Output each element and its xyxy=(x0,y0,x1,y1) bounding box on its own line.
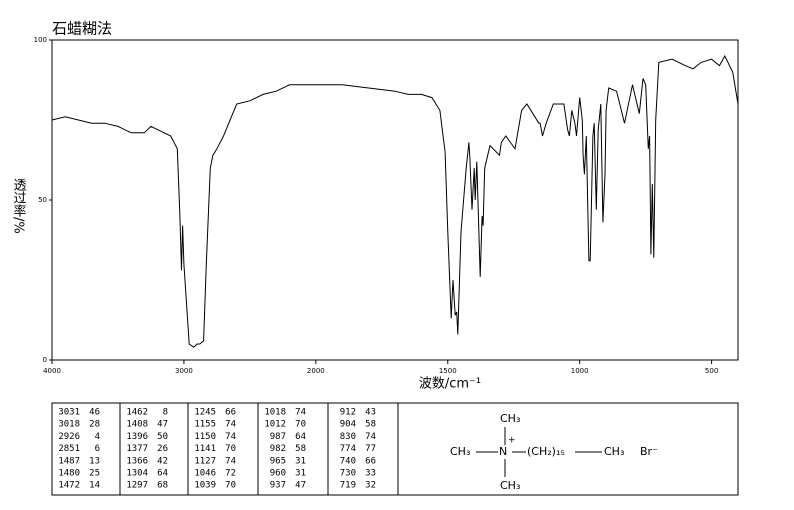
peak-wavenumber: 830 xyxy=(340,432,356,442)
peak-wavenumber: 1018 xyxy=(264,408,286,418)
peak-transmittance: 28 xyxy=(89,420,100,430)
x-tick-label: 3000 xyxy=(175,367,193,375)
plot-frame xyxy=(51,39,739,361)
peak-transmittance: 64 xyxy=(157,469,168,479)
peak-transmittance: 46 xyxy=(89,408,100,418)
y-tick-label: 100 xyxy=(34,36,47,44)
peak-transmittance: 70 xyxy=(225,481,236,491)
peak-transmittance: 66 xyxy=(225,408,236,418)
peak-wavenumber: 1304 xyxy=(126,469,148,479)
peak-wavenumber: 1487 xyxy=(58,456,80,466)
peak-transmittance: 72 xyxy=(225,469,236,479)
group: CH₃ xyxy=(500,412,520,425)
peak-transmittance: 70 xyxy=(225,444,236,454)
peak-wavenumber: 2926 xyxy=(58,432,80,442)
peak-wavenumber: 1462 xyxy=(126,408,148,418)
peak-wavenumber: 904 xyxy=(340,420,356,430)
peak-wavenumber: 1155 xyxy=(194,420,216,430)
group: CH₃ xyxy=(500,479,520,492)
peak-transmittance: 77 xyxy=(365,444,376,454)
peak-wavenumber: 1408 xyxy=(126,420,148,430)
peak-wavenumber: 2851 xyxy=(58,444,80,454)
peak-wavenumber: 1245 xyxy=(194,408,216,418)
peak-wavenumber: 1396 xyxy=(126,432,148,442)
group: CH₃ xyxy=(604,445,624,458)
charge: + xyxy=(508,436,516,446)
peak-wavenumber: 912 xyxy=(340,408,356,418)
peak-wavenumber: 1377 xyxy=(126,444,148,454)
peak-transmittance: 58 xyxy=(365,420,376,430)
peak-transmittance: 47 xyxy=(295,481,306,491)
peak-wavenumber: 719 xyxy=(340,481,356,491)
peak-transmittance: 8 xyxy=(163,408,168,418)
peak-transmittance: 4 xyxy=(95,432,100,442)
peak-transmittance: 58 xyxy=(295,444,306,454)
peak-wavenumber: 1297 xyxy=(126,481,148,491)
peak-transmittance: 25 xyxy=(89,469,100,479)
peak-transmittance: 74 xyxy=(295,408,306,418)
y-axis-label: 透过率/% xyxy=(11,178,27,234)
peak-wavenumber: 740 xyxy=(340,456,356,466)
peak-wavenumber: 1480 xyxy=(58,469,80,479)
table-dividers xyxy=(119,403,399,495)
atom: N xyxy=(499,445,507,458)
x-tick-label: 1000 xyxy=(571,367,589,375)
chart-title: 石蜡糊法 xyxy=(52,20,112,38)
peak-wavenumber: 1127 xyxy=(194,456,216,466)
x-tick-label: 500 xyxy=(705,367,718,375)
peak-wavenumber: 982 xyxy=(270,444,286,454)
y-tick-label: 50 xyxy=(38,196,47,204)
peak-wavenumber: 1366 xyxy=(126,456,148,466)
peak-transmittance: 74 xyxy=(225,456,236,466)
x-tick-label: 4000 xyxy=(43,367,61,375)
peak-wavenumber: 3031 xyxy=(58,408,80,418)
peak-transmittance: 31 xyxy=(295,469,306,479)
peak-transmittance: 42 xyxy=(157,456,168,466)
peak-wavenumber: 1012 xyxy=(264,420,286,430)
peak-transmittance: 31 xyxy=(295,456,306,466)
peak-transmittance: 6 xyxy=(95,444,100,454)
peak-transmittance: 74 xyxy=(365,432,376,442)
peak-wavenumber: 730 xyxy=(340,469,356,479)
peak-wavenumber: 987 xyxy=(270,432,286,442)
structure: CH₃ CH₃ N + (CH₂)₁₅ CH₃ Br⁻ CH₃ xyxy=(450,412,658,492)
peak-transmittance: 50 xyxy=(157,432,168,442)
group: CH₃ xyxy=(450,445,470,458)
y-tick-label: 0 xyxy=(43,356,47,364)
peak-transmittance: 70 xyxy=(295,420,306,430)
peak-transmittance: 47 xyxy=(157,420,168,430)
x-tick-label: 2000 xyxy=(307,367,325,375)
peak-wavenumber: 937 xyxy=(270,481,286,491)
table-frame xyxy=(51,402,739,496)
chain: (CH₂)₁₅ xyxy=(527,445,565,458)
peak-transmittance: 13 xyxy=(89,456,100,466)
anion: Br⁻ xyxy=(640,445,658,458)
peak-transmittance: 32 xyxy=(365,481,376,491)
peak-wavenumber: 1472 xyxy=(58,481,80,491)
peak-wavenumber: 1046 xyxy=(194,469,216,479)
peak-wavenumber: 3018 xyxy=(58,420,80,430)
peak-wavenumber: 960 xyxy=(270,469,286,479)
peak-transmittance: 74 xyxy=(225,420,236,430)
peak-transmittance: 66 xyxy=(365,456,376,466)
peak-wavenumber: 965 xyxy=(270,456,286,466)
peak-wavenumber: 1141 xyxy=(194,444,216,454)
peak-transmittance: 33 xyxy=(365,469,376,479)
x-tick-label: 1500 xyxy=(439,367,457,375)
spectrum-line xyxy=(51,54,739,348)
peak-wavenumber: 1039 xyxy=(194,481,216,491)
peak-transmittance: 14 xyxy=(89,481,100,491)
x-axis-label: 波数/cm⁻¹ xyxy=(419,377,481,392)
peak-transmittance: 26 xyxy=(157,444,168,454)
peak-transmittance: 64 xyxy=(295,432,306,442)
peak-transmittance: 68 xyxy=(157,481,168,491)
peak-transmittance: 74 xyxy=(225,432,236,442)
peak-transmittance: 43 xyxy=(365,408,376,418)
peak-wavenumber: 1150 xyxy=(194,432,216,442)
peak-wavenumber: 774 xyxy=(340,444,356,454)
